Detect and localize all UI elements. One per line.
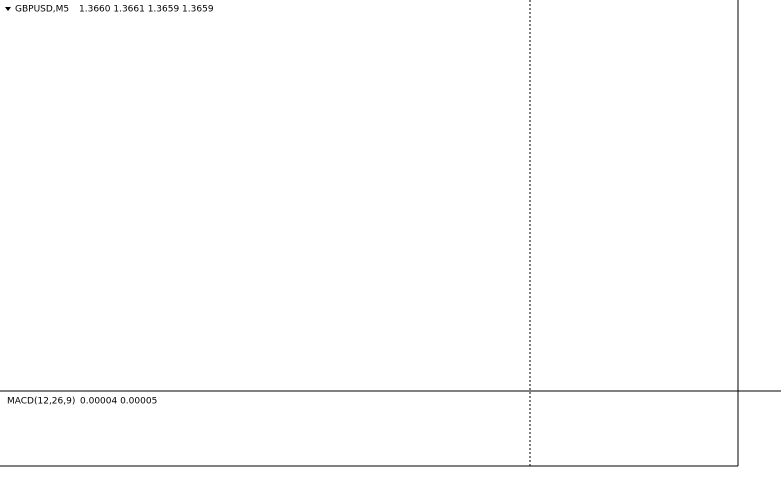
ohlc-readout: 1.3660 1.3661 1.3659 1.3659 <box>79 5 214 15</box>
macd-title: MACD(12,26,9) <box>7 397 75 407</box>
chart-title: GBPUSD,M5 <box>15 5 69 15</box>
symbol-menu-icon[interactable] <box>5 7 11 11</box>
macd-readout: 0.00004 0.00005 <box>80 397 157 407</box>
